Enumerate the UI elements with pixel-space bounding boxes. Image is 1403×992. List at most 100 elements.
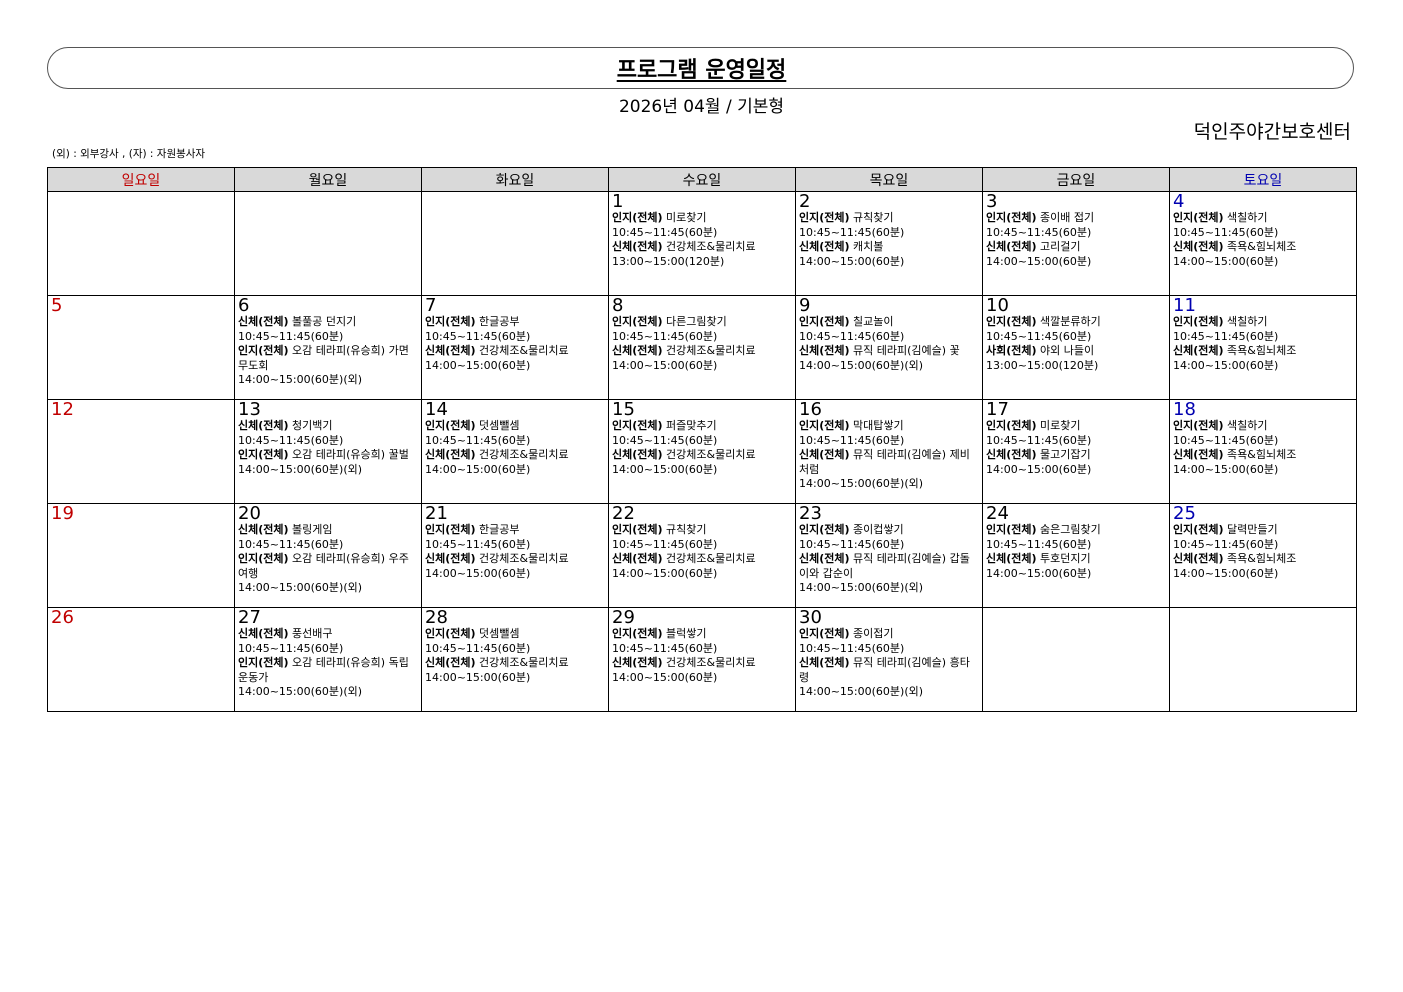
program-name: 종이접기 (853, 627, 894, 640)
program-category: 사회(전체) (986, 344, 1037, 357)
weekday-header: 화요일 (421, 167, 609, 192)
program-item: 인지(전체) 색칠하기 (1173, 315, 1353, 330)
legend-note: (외) : 외부강사 , (자) : 자원봉사자 (52, 148, 206, 160)
day-number: 29 (612, 607, 635, 628)
day-number: 11 (1173, 295, 1196, 316)
calendar-day-cell (982, 607, 1170, 712)
program-item: 인지(전체) 미로찾기 (986, 419, 1166, 434)
program-name: 청기백기 (292, 419, 333, 432)
program-category: 인지(전체) (1173, 315, 1224, 328)
program-category: 신체(전체) (1173, 448, 1224, 461)
program-time: 14:00~15:00(60분)(외) (799, 358, 924, 372)
program-item: 신체(전체) 볼링게임 (238, 523, 418, 538)
program-item: 인지(전체) 오감 테라피(유승희) 우주여행 (238, 552, 418, 581)
program-name: 풍선배구 (292, 627, 333, 640)
program-category: 신체(전체) (425, 448, 476, 461)
program-name: 색칠하기 (1227, 315, 1268, 328)
program-category: 인지(전체) (612, 315, 663, 328)
program-item: 인지(전체) 오감 테라피(유승희) 독립운동가 (238, 656, 418, 685)
day-number: 28 (425, 607, 448, 628)
day-number: 27 (238, 607, 261, 628)
program-name: 종이배 접기 (1040, 211, 1095, 224)
calendar-day-cell: 21 인지(전체) 한글공부 10:45~11:45(60분) 신체(전체) 건강체조… (421, 503, 609, 608)
program-name: 오감 테라피(유승희) 꿀벌 (292, 448, 409, 461)
program-time: 14:00~15:00(60분)(외) (799, 685, 924, 698)
calendar-day-cell: 4 인지(전체) 색칠하기 10:45~11:45(60분) 신체(전체) 족욕&힘뇌… (1169, 191, 1357, 296)
program-category: 신체(전체) (238, 419, 289, 432)
calendar-day-cell: 17 인지(전체) 미로찾기 10:45~11:45(60분) 신체(전체) 물고기잡… (982, 399, 1170, 504)
program-time: 10:45~11:45(60분) (799, 641, 905, 655)
calendar-day-cell: 11 인지(전체) 색칠하기 10:45~11:45(60분) 신체(전체) 족욕&힘… (1169, 295, 1357, 400)
program-time: 10:45~11:45(60분) (986, 329, 1092, 343)
program-time: 10:45~11:45(60분) (425, 537, 531, 551)
calendar-day-cell: 25 인지(전체) 달력만들기 10:45~11:45(60분) 신체(전체) 족욕&… (1169, 503, 1357, 608)
page-subtitle: 2026년 04월 / 기본형 (618, 97, 785, 117)
program-item: 신체(전체) 물고기잡기 (986, 448, 1166, 463)
program-time: 10:45~11:45(60분) (425, 641, 531, 655)
program-item: 인지(전체) 칠교놀이 (799, 315, 979, 330)
program-time: 14:00~15:00(60분)(외) (238, 581, 363, 594)
program-time: 10:45~11:45(60분) (612, 537, 718, 551)
program-item: 인지(전체) 색칠하기 (1173, 419, 1353, 434)
weekday-header-row: 일요일 월요일 화요일 수요일 목요일 금요일 토요일 (47, 167, 1357, 192)
program-category: 인지(전체) (799, 211, 850, 224)
program-time: 14:00~15:00(60분) (612, 462, 718, 476)
program-category: 신체(전체) (986, 240, 1037, 253)
day-number: 4 (1173, 191, 1185, 212)
program-item: 사회(전체) 야외 나들이 (986, 344, 1166, 359)
program-category: 인지(전체) (799, 627, 850, 640)
page-title: 프로그램 운영일정 (616, 58, 787, 83)
program-name: 족욕&힘뇌체조 (1227, 344, 1297, 357)
calendar-day-cell (421, 191, 609, 296)
program-time: 10:45~11:45(60분) (425, 329, 531, 343)
program-time: 14:00~15:00(60분) (425, 670, 531, 684)
program-time: 10:45~11:45(60분) (799, 329, 905, 343)
program-item: 신체(전체) 건강체조&물리치료 (612, 448, 792, 463)
program-category: 신체(전체) (612, 552, 663, 565)
program-category: 인지(전체) (1173, 211, 1224, 224)
program-time: 14:00~15:00(60분) (986, 254, 1092, 268)
program-item: 신체(전체) 건강체조&물리치료 (425, 552, 605, 567)
program-time: 10:45~11:45(60분) (612, 433, 718, 447)
program-item: 신체(전체) 건강체조&물리치료 (425, 656, 605, 671)
calendar-week-row: 26 27 신체(전체) 풍선배구 10:45~11:45(60분) 인지(전체) 오감… (47, 607, 1357, 712)
program-time: 14:00~15:00(60분)(외) (799, 581, 924, 594)
day-number: 15 (612, 399, 635, 420)
program-category: 신체(전체) (799, 344, 850, 357)
program-name: 투호던지기 (1040, 552, 1091, 565)
program-category: 신체(전체) (799, 552, 850, 565)
day-number: 1 (612, 191, 624, 212)
calendar-day-cell: 26 (47, 607, 235, 712)
calendar-week-row: 19 20 신체(전체) 볼링게임 10:45~11:45(60분) 인지(전체) 오감… (47, 503, 1357, 608)
weekday-header: 일요일 (47, 167, 235, 192)
program-name: 족욕&힘뇌체조 (1227, 448, 1297, 461)
program-category: 신체(전체) (986, 448, 1037, 461)
program-time: 14:00~15:00(60분) (799, 254, 905, 268)
program-name: 뮤직 테라피(김예슬) 갑돌이와 갑순이 (799, 552, 970, 580)
program-name: 건강체조&물리치료 (666, 552, 756, 565)
program-time: 10:45~11:45(60분) (238, 329, 344, 343)
program-item: 신체(전체) 뮤직 테라피(김예슬) 꽃 (799, 344, 979, 359)
program-time: 10:45~11:45(60분) (612, 641, 718, 655)
program-category: 신체(전체) (1173, 240, 1224, 253)
program-time: 14:00~15:00(60분)(외) (238, 373, 363, 386)
program-time: 10:45~11:45(60분) (986, 433, 1092, 447)
program-name: 퍼즐맞추기 (666, 419, 717, 432)
calendar-day-cell: 30 인지(전체) 종이접기 10:45~11:45(60분) 신체(전체) 뮤직 테… (795, 607, 983, 712)
program-item: 인지(전체) 막대탑쌓기 (799, 419, 979, 434)
program-name: 건강체조&물리치료 (479, 448, 569, 461)
program-item: 신체(전체) 건강체조&물리치료 (612, 240, 792, 255)
program-category: 인지(전체) (425, 523, 476, 536)
program-category: 신체(전체) (238, 315, 289, 328)
program-time: 14:00~15:00(60분) (612, 670, 718, 684)
program-time: 10:45~11:45(60분) (799, 225, 905, 239)
program-name: 칠교놀이 (853, 315, 894, 328)
day-number: 10 (986, 295, 1009, 316)
program-item: 인지(전체) 다른그림찾기 (612, 315, 792, 330)
program-item: 인지(전체) 색깔분류하기 (986, 315, 1166, 330)
program-time: 14:00~15:00(60분)(외) (238, 685, 363, 698)
program-category: 신체(전체) (1173, 344, 1224, 357)
program-name: 볼링게임 (292, 523, 333, 536)
calendar-day-cell: 13 신체(전체) 청기백기 10:45~11:45(60분) 인지(전체) 오감 테… (234, 399, 422, 504)
program-name: 건강체조&물리치료 (666, 240, 756, 253)
